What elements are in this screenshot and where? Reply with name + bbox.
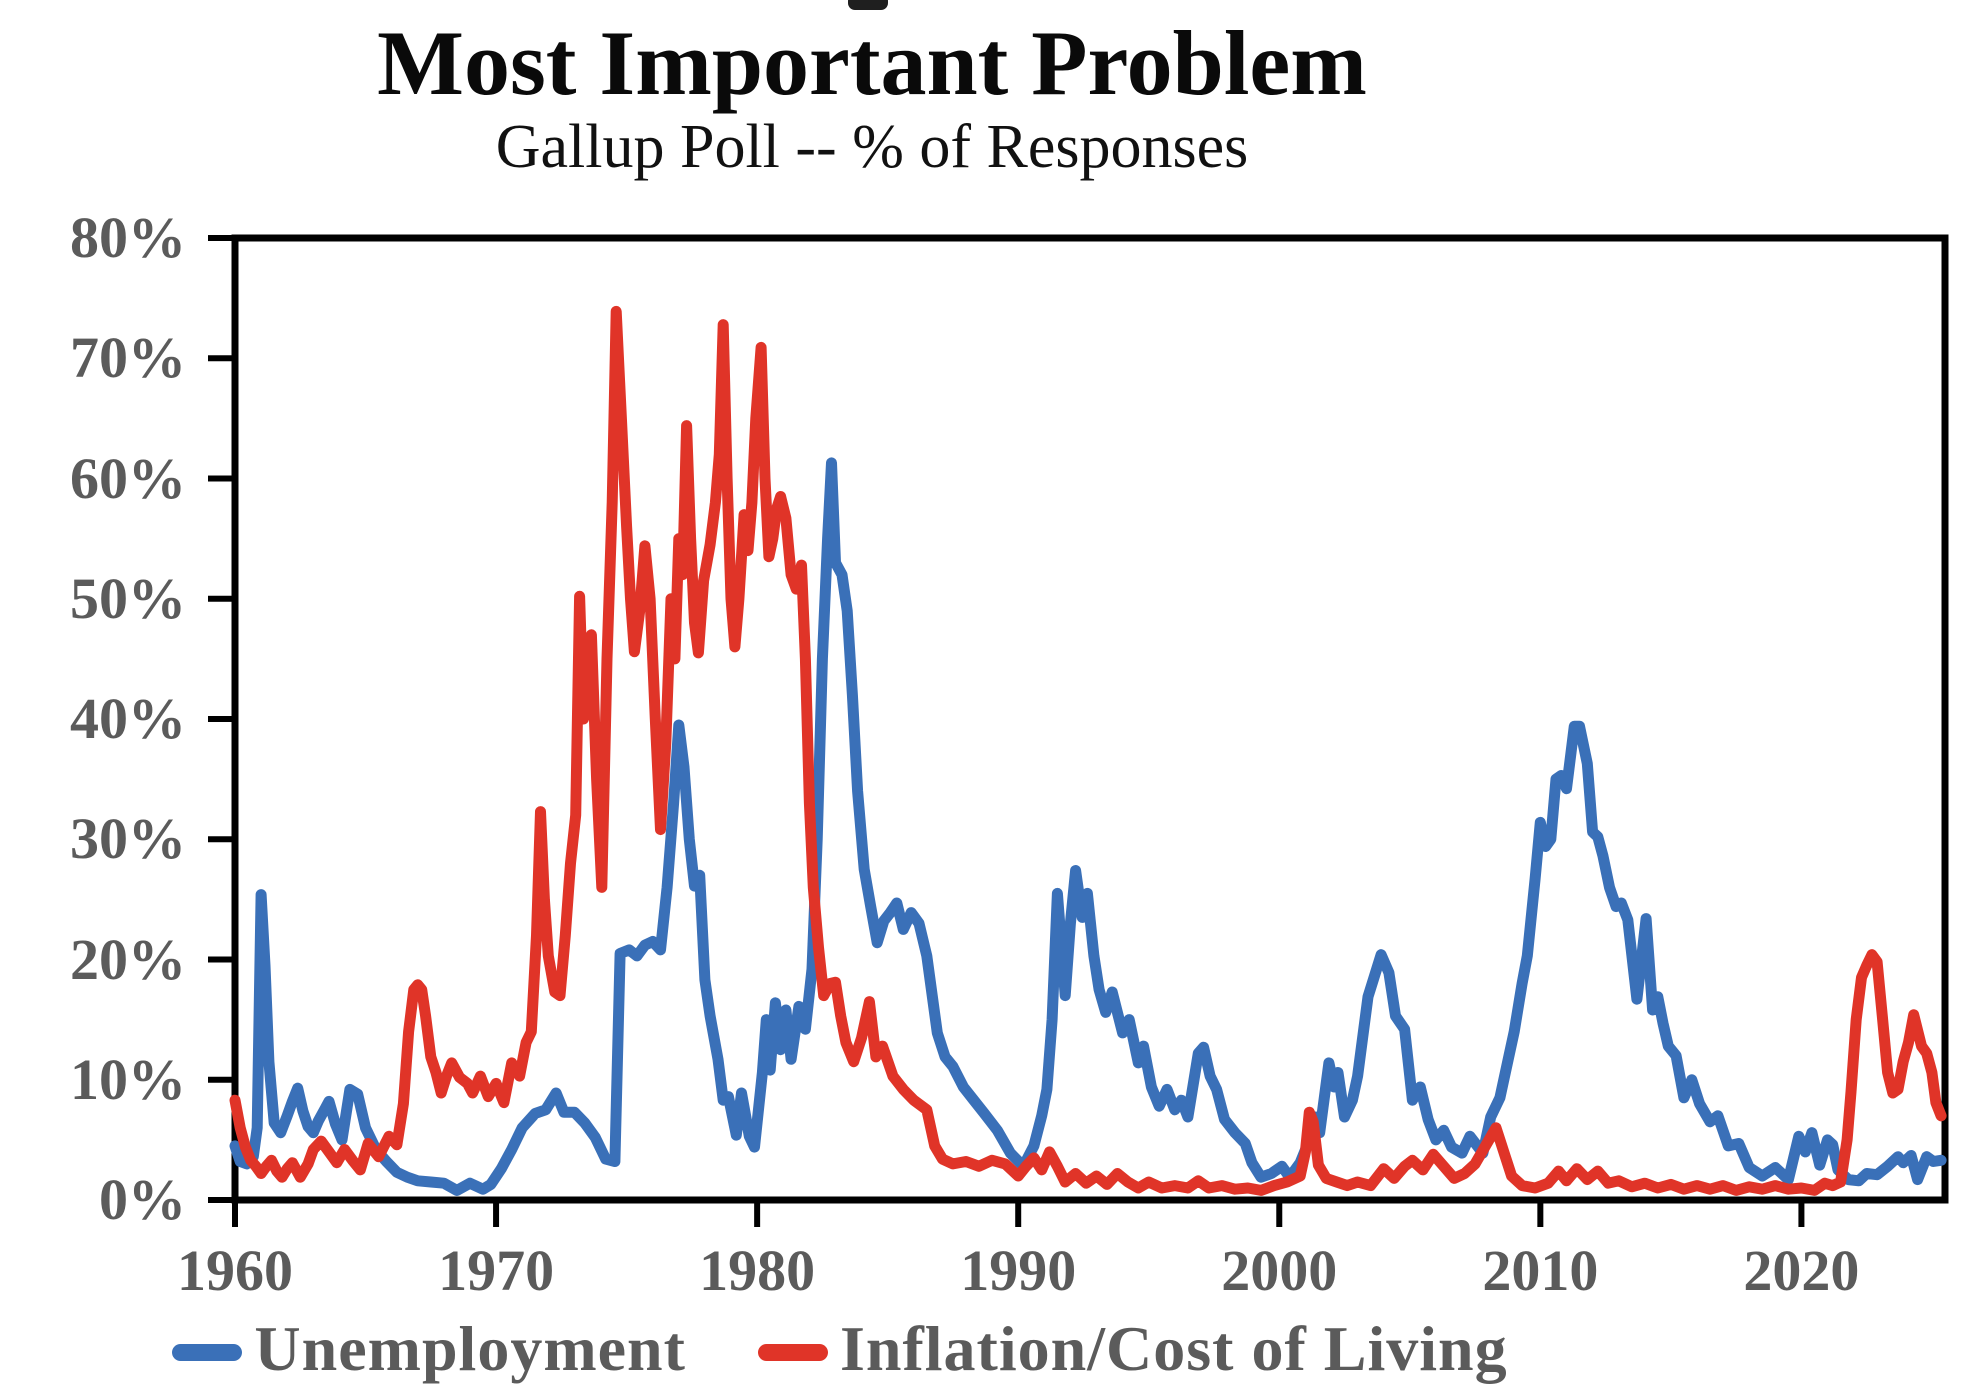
- x-tick-label: 1980: [699, 1238, 816, 1303]
- unemployment-line-swatch: [172, 1343, 243, 1361]
- y-tick-label: 20%: [70, 926, 186, 992]
- inflation-line-swatch: [757, 1343, 828, 1361]
- chart-legend: Unemployment Inflation/Cost of Living: [0, 1312, 1680, 1386]
- x-tick-label: 1960: [177, 1238, 293, 1303]
- x-tick-label: 2000: [1221, 1238, 1338, 1303]
- y-tick-label: 60%: [70, 445, 186, 511]
- chart-subtitle: Gallup Poll -- % of Responses: [495, 113, 1249, 181]
- series-line-0: [229, 457, 1947, 1196]
- y-tick-label: 50%: [70, 565, 186, 631]
- unemployment-legend-label: Unemployment: [254, 1313, 686, 1384]
- series-line-1: [229, 305, 1947, 1196]
- legend-item-unemployment: Unemployment: [172, 1312, 686, 1386]
- chart-title: Most Important Problem: [377, 12, 1367, 114]
- y-tick-label: 10%: [70, 1046, 186, 1112]
- x-tick-label: 2010: [1482, 1238, 1599, 1303]
- x-tick-label: 1970: [438, 1238, 555, 1303]
- y-tick-label: 40%: [70, 686, 186, 751]
- x-tick-label: 2020: [1743, 1238, 1860, 1303]
- x-tick-label: 1990: [960, 1238, 1077, 1303]
- y-tick-label: 30%: [70, 806, 186, 872]
- legend-item-inflation: Inflation/Cost of Living: [757, 1312, 1508, 1386]
- y-tick-label: 0%: [99, 1167, 186, 1232]
- y-tick-label: 70%: [70, 325, 186, 391]
- plot-border: [231, 234, 1949, 1204]
- y-tick-label: 80%: [70, 205, 186, 270]
- cropped-edge-artifact: [848, 0, 888, 10]
- inflation-legend-label: Inflation/Cost of Living: [839, 1313, 1508, 1384]
